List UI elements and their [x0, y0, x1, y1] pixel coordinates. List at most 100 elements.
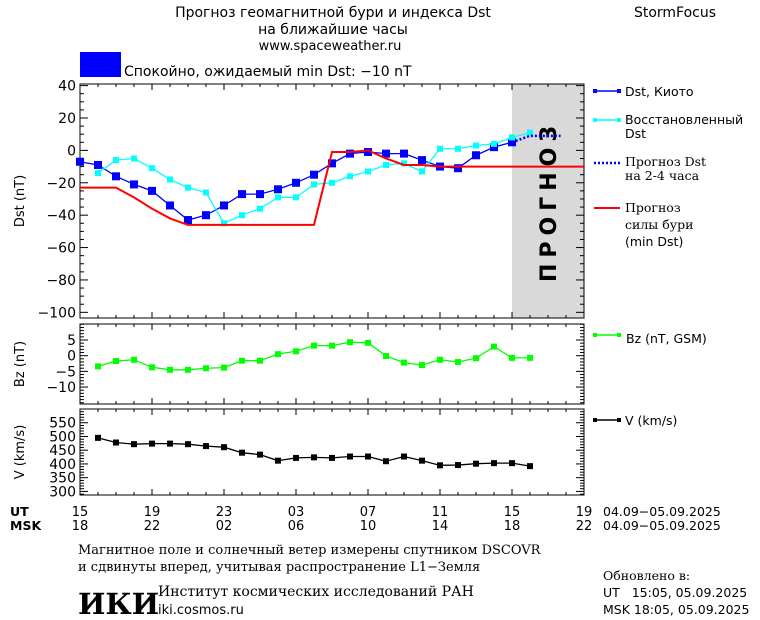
y-tick-label: −5 [55, 364, 76, 380]
legend-v: V (km/s) [593, 413, 677, 428]
data-point [203, 365, 209, 372]
site-url[interactable]: www.spaceweather.ru [259, 39, 402, 54]
data-point [473, 142, 479, 149]
data-point [455, 462, 461, 469]
title-line2: на ближайшие часы [258, 22, 408, 38]
data-point [473, 355, 479, 362]
y-axis-label: Dst (nT) [13, 175, 28, 227]
data-point [167, 366, 173, 373]
y-tick-label: 550 [49, 416, 76, 432]
data-point [95, 434, 101, 441]
data-point [203, 189, 209, 196]
data-point [257, 205, 263, 212]
legend-label: на 2-4 часа [625, 168, 700, 183]
msk-date-range: 04.09−05.09.2025 [603, 518, 721, 533]
data-point [329, 342, 335, 349]
title-line1: Прогноз геомагнитной бури и индекса Dst [175, 5, 491, 21]
y-tick-label: −100 [38, 305, 76, 321]
data-point [454, 164, 462, 173]
iki-logo: ИКИ [78, 587, 159, 620]
data-point [365, 339, 371, 346]
data-point [184, 216, 192, 225]
footer-note-line1: Магнитное поле и солнечный ветер измерен… [78, 543, 542, 558]
y-tick-label: 350 [49, 471, 76, 487]
status-color-indicator [80, 52, 121, 77]
series-line [97, 437, 531, 467]
updated-label: Обновлено в: [603, 568, 690, 583]
data-point [256, 190, 264, 199]
data-point [401, 359, 407, 366]
data-point [329, 179, 335, 186]
data-point [131, 441, 137, 448]
legend-dst-kyoto: Dst, Киото [593, 84, 694, 99]
data-point [94, 160, 102, 169]
data-point [167, 176, 173, 183]
legend: Dst, Киото Восстановленный Dst Прогноз D… [593, 84, 743, 428]
data-point [202, 211, 210, 220]
plot-frame [79, 83, 585, 319]
institute-url[interactable]: iki.cosmos.ru [158, 603, 244, 618]
legend-label: Dst [625, 126, 646, 141]
ut-tick-label: 07 [360, 505, 377, 520]
y-tick-label: −20 [46, 176, 76, 192]
legend-label: силы бури [625, 217, 693, 232]
data-point [365, 453, 371, 460]
footer-note-line2: и сдвинуты вперед, учитывая распростране… [78, 560, 480, 575]
data-point [311, 342, 317, 349]
plot-frame [79, 408, 585, 496]
legend-storm-forecast: Прогноз силы бури (min Dst) [594, 200, 693, 249]
y-tick-label: −80 [46, 273, 76, 289]
forecast-region [512, 84, 584, 318]
data-point [437, 145, 443, 152]
data-point [203, 443, 209, 450]
data-point [311, 454, 317, 461]
data-point [347, 453, 353, 460]
data-point [95, 363, 101, 370]
data-point [293, 194, 299, 201]
data-point [527, 354, 533, 361]
legend-bz: Bz (nT, GSM) [593, 331, 707, 346]
data-point [274, 185, 282, 194]
data-point [166, 201, 174, 210]
y-tick-label: 500 [49, 429, 76, 445]
data-point [347, 339, 353, 346]
y-tick-label: 40 [58, 79, 76, 95]
msk-tick-label: 14 [432, 519, 449, 534]
data-point [257, 451, 263, 458]
legend-label: Bz (nT, GSM) [626, 331, 707, 346]
data-point [113, 439, 119, 446]
data-point [473, 460, 479, 467]
data-point [509, 460, 515, 467]
data-point [95, 170, 101, 177]
msk-tick-label: 22 [144, 519, 161, 534]
y-tick-label: 450 [49, 443, 76, 459]
ut-tick-label: 15 [72, 505, 89, 520]
data-point [419, 362, 425, 369]
data-point [419, 168, 425, 175]
msk-tick-label: 18 [72, 519, 89, 534]
data-point [418, 156, 426, 165]
data-point [131, 155, 137, 162]
data-point [167, 440, 173, 447]
data-point [364, 148, 372, 157]
y-tick-label: 0 [67, 143, 76, 159]
institute-name: Институт космических исследований РАН [158, 584, 474, 600]
data-point [149, 364, 155, 371]
data-point [419, 457, 425, 464]
msk-tick-label: 06 [288, 519, 305, 534]
y-tick-label: 400 [49, 457, 76, 473]
data-point [365, 168, 371, 175]
data-point [383, 353, 389, 359]
msk-tick-label: 22 [576, 519, 593, 534]
data-point [491, 460, 497, 467]
data-point [472, 151, 480, 160]
ut-tick-label: 23 [216, 505, 233, 520]
data-point [185, 366, 191, 373]
time-tick-labels: 15 19 23 03 07 11 15 19 18 22 02 06 10 14 18 22 [72, 505, 593, 534]
data-point [275, 457, 281, 464]
data-point [220, 201, 228, 210]
updated-msk: MSK 18:05, 05.09.2025 [603, 602, 749, 617]
y-tick-label: −60 [46, 241, 76, 257]
ut-tick-label: 19 [144, 505, 161, 520]
